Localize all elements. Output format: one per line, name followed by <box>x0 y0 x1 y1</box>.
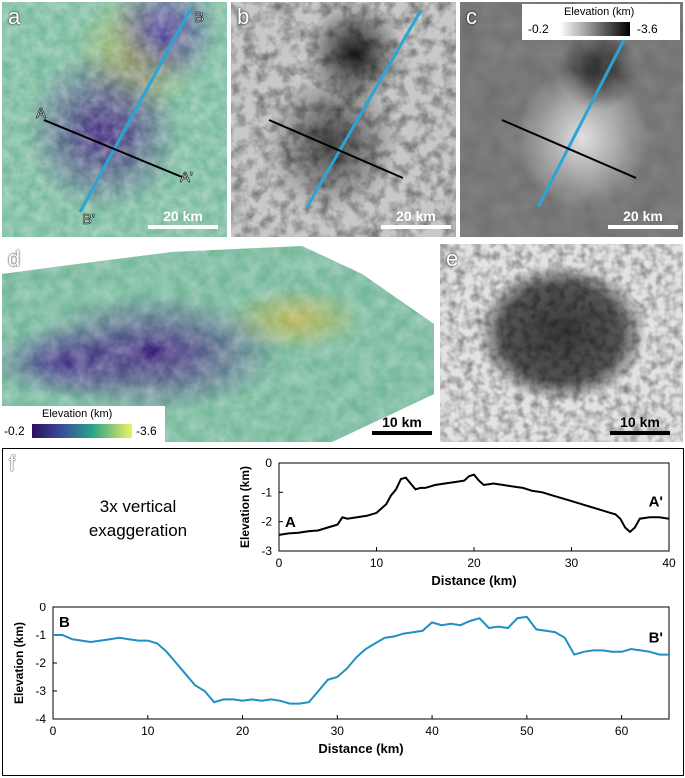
panel-e-image <box>440 244 683 442</box>
note-line-2: exaggeration <box>88 521 188 540</box>
profile-bb-y-tick-label: -3 <box>35 684 46 698</box>
point-label-b: B <box>194 9 204 26</box>
profile-aa-x-tick-label: 20 <box>467 556 481 570</box>
profile-bb-x-tick-label: 10 <box>141 724 155 738</box>
legend-d-colorbar <box>32 424 132 438</box>
profile-bb-x-tick-label: 60 <box>615 724 629 738</box>
scale-bar-b: 20 km <box>381 208 451 229</box>
profile-bb-end-label: B' <box>649 630 663 647</box>
transect-a-line-c <box>501 119 637 179</box>
profile-bb-series-line <box>53 615 669 705</box>
profile-bb-plot-frame <box>52 606 670 720</box>
legend-d-min: -0.2 <box>4 424 25 438</box>
legend-d-max: -3.6 <box>136 424 157 438</box>
profile-aa-y-tick-label: 0 <box>265 456 272 470</box>
transect-a-line <box>43 119 183 178</box>
scale-bar-b-text: 20 km <box>396 208 436 224</box>
panel-a-image: B A A' B' <box>2 2 227 237</box>
profile-bb-x-tick-label: 0 <box>50 724 57 738</box>
transect-b-line <box>78 9 192 213</box>
scale-bar-e-text: 10 km <box>620 414 660 430</box>
panel-a-color-dem: B A A' B' a 20 km <box>2 2 227 237</box>
profile-bb-y-tick-label: 0 <box>39 603 46 614</box>
point-label-a-prime: A' <box>180 169 193 186</box>
profile-bb-x-tick-label: 50 <box>520 724 534 738</box>
legend-c-title: Elevation (km) <box>564 6 635 18</box>
panel-label-b: b <box>237 4 250 29</box>
profile-bb-chart: 0 10 20 30 40 50 60 0 -1 -2 -3 -4 Distance (km) Eleva… <box>12 603 670 756</box>
scale-bar-d: 10 km <box>372 414 432 435</box>
profile-bb-start-label: B <box>59 614 70 631</box>
profile-aa-y-axis-label: Elevation (km) <box>238 466 252 548</box>
scale-bar-e: 10 km <box>610 414 670 435</box>
profile-aa-y-tick-label: -3 <box>261 544 272 558</box>
scale-bar-d-text: 10 km <box>382 414 422 430</box>
legend-c-min: -0.2 <box>528 22 549 36</box>
profile-bb-x-tick-label: 20 <box>236 724 250 738</box>
scale-bar-a: 20 km <box>148 208 218 229</box>
profile-aa-end-label: A' <box>649 494 663 511</box>
transect-b-line-c <box>536 31 630 208</box>
profile-aa-x-tick-label: 40 <box>662 556 676 570</box>
panel-f-profiles: f 3x vertical exaggeration 0 10 20 30 40 0 -1 -… <box>2 448 684 776</box>
profile-bb-y-tick-label: -4 <box>35 712 46 726</box>
profile-aa-x-tick-label: 10 <box>370 556 384 570</box>
profile-aa-start-label: A <box>285 514 296 531</box>
panel-label-c: c <box>466 4 477 29</box>
panel-d-image <box>2 246 434 442</box>
profile-bb-x-tick-label: 30 <box>331 724 345 738</box>
panel-b-image <box>231 2 456 237</box>
point-label-a: A <box>36 105 46 122</box>
profile-aa-x-axis-label: Distance (km) <box>431 573 516 588</box>
profile-aa-chart: 0 10 20 30 40 0 -1 -2 -3 Distance (km) Elevation (… <box>238 456 676 588</box>
panel-label-d: d <box>8 246 21 271</box>
profile-bb-y-tick-label: -1 <box>35 628 46 642</box>
legend-c-max: -3.6 <box>637 22 658 36</box>
panel-c-elevation-map: Elevation (km) -0.2 -3.6 c 20 km <box>460 2 683 237</box>
scale-bar-c-text: 20 km <box>623 208 663 224</box>
profile-aa-x-tick-label: 0 <box>276 556 283 570</box>
profile-bb-x-axis-label: Distance (km) <box>318 741 403 756</box>
panel-label-f: f <box>9 451 16 476</box>
panel-label-a: a <box>8 4 21 29</box>
vertical-exaggeration-note: 3x vertical exaggeration <box>73 495 203 543</box>
profile-bb-y-tick-label: -2 <box>35 656 46 670</box>
note-line-1: 3x vertical <box>99 497 177 516</box>
scale-bar-c: 20 km <box>608 208 678 229</box>
profile-bb-y-axis-label: Elevation (km) <box>12 622 26 704</box>
transect-a-line-b <box>268 119 404 179</box>
panel-b-grayscale-image: b 20 km <box>231 2 456 237</box>
panel-c-image <box>460 2 683 237</box>
profile-aa-series-line <box>278 473 670 536</box>
scale-bar-a-text: 20 km <box>163 208 203 224</box>
legend-c-colorbar <box>560 22 630 36</box>
panel-label-e: e <box>446 246 459 271</box>
profile-aa-y-tick-label: -1 <box>261 485 272 499</box>
legend-d-title: Elevation (km) <box>42 408 113 420</box>
panel-d-3d-perspective: Elevation (km) -0.2 -3.6 d 10 km <box>2 244 434 442</box>
profile-bb-x-tick-label: 40 <box>425 724 439 738</box>
point-label-b-prime: B' <box>82 211 95 228</box>
profile-aa-y-tick-label: -2 <box>261 515 272 529</box>
panel-e-grayscale-image: e 10 km <box>440 244 683 442</box>
transect-b-line-b <box>305 9 423 208</box>
profile-aa-x-tick-label: 30 <box>565 556 579 570</box>
